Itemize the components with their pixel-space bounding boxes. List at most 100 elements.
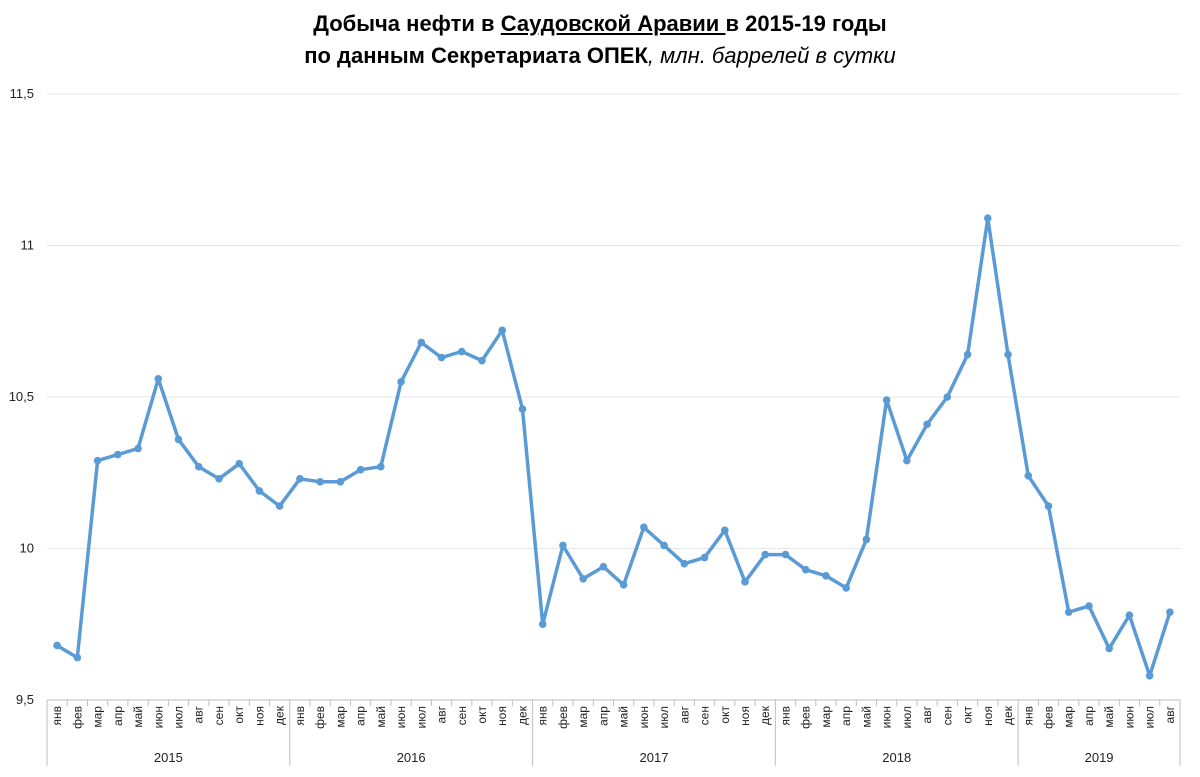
month-tick-label: авг (920, 705, 934, 723)
month-tick-label: фев (313, 706, 327, 729)
data-point (215, 475, 223, 483)
data-point (114, 450, 122, 459)
month-tick-label: мар (1062, 706, 1076, 728)
data-point (923, 420, 931, 429)
title-source: по данным Секретариата ОПЕК (304, 43, 648, 68)
data-point (316, 478, 324, 486)
data-point (53, 641, 61, 650)
year-tick-label: 2018 (882, 750, 911, 765)
month-tick-label: фев (70, 706, 84, 729)
month-tick-label: июн (880, 706, 894, 728)
year-tick-label: 2017 (640, 750, 669, 765)
data-point (1024, 471, 1033, 480)
data-point (275, 502, 284, 510)
data-point (174, 435, 183, 444)
data-point (882, 396, 891, 404)
data-point (437, 353, 446, 362)
data-point (296, 475, 304, 483)
month-tick-label: сен (940, 706, 954, 725)
data-point (599, 562, 608, 571)
data-point (963, 350, 972, 359)
month-tick-label: май (859, 706, 873, 728)
month-tick-label: авг (192, 705, 206, 723)
data-point (134, 444, 142, 453)
data-point (377, 462, 385, 471)
month-tick-label: июл (1143, 706, 1157, 728)
data-point (356, 465, 365, 474)
month-tick-label: фев (799, 706, 813, 729)
month-tick-label: май (617, 706, 631, 728)
month-tick-label: фев (556, 706, 570, 729)
month-tick-label: окт (232, 706, 246, 724)
data-point (93, 456, 102, 465)
data-point (1004, 350, 1012, 359)
data-point (478, 356, 486, 365)
data-point (73, 653, 82, 662)
year-tick-label: 2015 (154, 750, 183, 765)
data-point (1145, 671, 1154, 680)
title-line-1: Добыча нефти в Саудовской Аравии в 2015-… (0, 8, 1200, 40)
data-point (538, 620, 547, 629)
data-point (1166, 608, 1174, 616)
data-point (194, 462, 203, 471)
month-tick-label: май (374, 706, 388, 728)
data-point (640, 523, 648, 532)
month-tick-label: апр (354, 706, 368, 726)
data-point (457, 347, 466, 356)
series-line (55, 216, 1172, 678)
data-point (842, 584, 850, 592)
data-point (761, 550, 770, 559)
data-point (660, 541, 668, 550)
data-point (255, 487, 264, 495)
month-tick-label: мар (91, 706, 105, 728)
y-tick-label: 11,5 (10, 86, 34, 101)
data-point (619, 581, 628, 589)
data-point (801, 565, 810, 574)
month-tick-label: мар (819, 706, 833, 728)
y-tick-label: 11 (21, 238, 35, 253)
data-point (1125, 611, 1134, 619)
month-tick-label: дек (273, 705, 287, 725)
month-tick-label: сен (698, 706, 712, 725)
month-tick-label: мар (333, 706, 347, 728)
month-tick-label: ноя (738, 706, 752, 726)
data-point (1085, 602, 1093, 610)
y-tick-label: 9,5 (16, 692, 34, 707)
month-tick-label: дек (515, 705, 529, 725)
data-point (397, 378, 405, 386)
month-tick-label: янв (1021, 706, 1035, 726)
data-point (720, 526, 729, 535)
data-point (579, 575, 587, 583)
data-point (700, 553, 709, 562)
month-tick-label: ноя (981, 706, 995, 726)
month-tick-label: авг (435, 705, 449, 723)
y-tick-label: 10,5 (9, 389, 34, 404)
month-tick-label: сен (455, 706, 469, 725)
data-point (903, 456, 911, 465)
chart-title: Добыча нефти в Саудовской Аравии в 2015-… (0, 8, 1200, 72)
month-tick-label: окт (961, 706, 975, 724)
data-point (498, 326, 507, 335)
data-point (154, 375, 163, 383)
month-tick-label: сен (212, 706, 226, 725)
data-point (559, 541, 567, 550)
month-tick-label: окт (718, 706, 732, 724)
data-point (680, 559, 689, 568)
title-line-2: по данным Секретариата ОПЕК, млн. баррел… (0, 40, 1200, 72)
month-tick-label: янв (778, 706, 792, 726)
month-tick-label: июл (657, 706, 671, 728)
month-tick-label: фев (1041, 706, 1055, 729)
title-country: Саудовской Аравии (500, 11, 726, 36)
data-point (1064, 608, 1073, 616)
month-tick-label: июн (637, 706, 651, 728)
month-tick-label: авг (1163, 705, 1177, 723)
data-point (336, 478, 345, 486)
y-tick-label: 10 (20, 541, 34, 556)
month-tick-label: май (1102, 706, 1116, 728)
month-tick-label: окт (475, 706, 489, 724)
data-point (943, 393, 952, 401)
month-tick-label: июл (900, 706, 914, 728)
data-point (235, 459, 244, 468)
month-tick-label: апр (111, 706, 125, 726)
